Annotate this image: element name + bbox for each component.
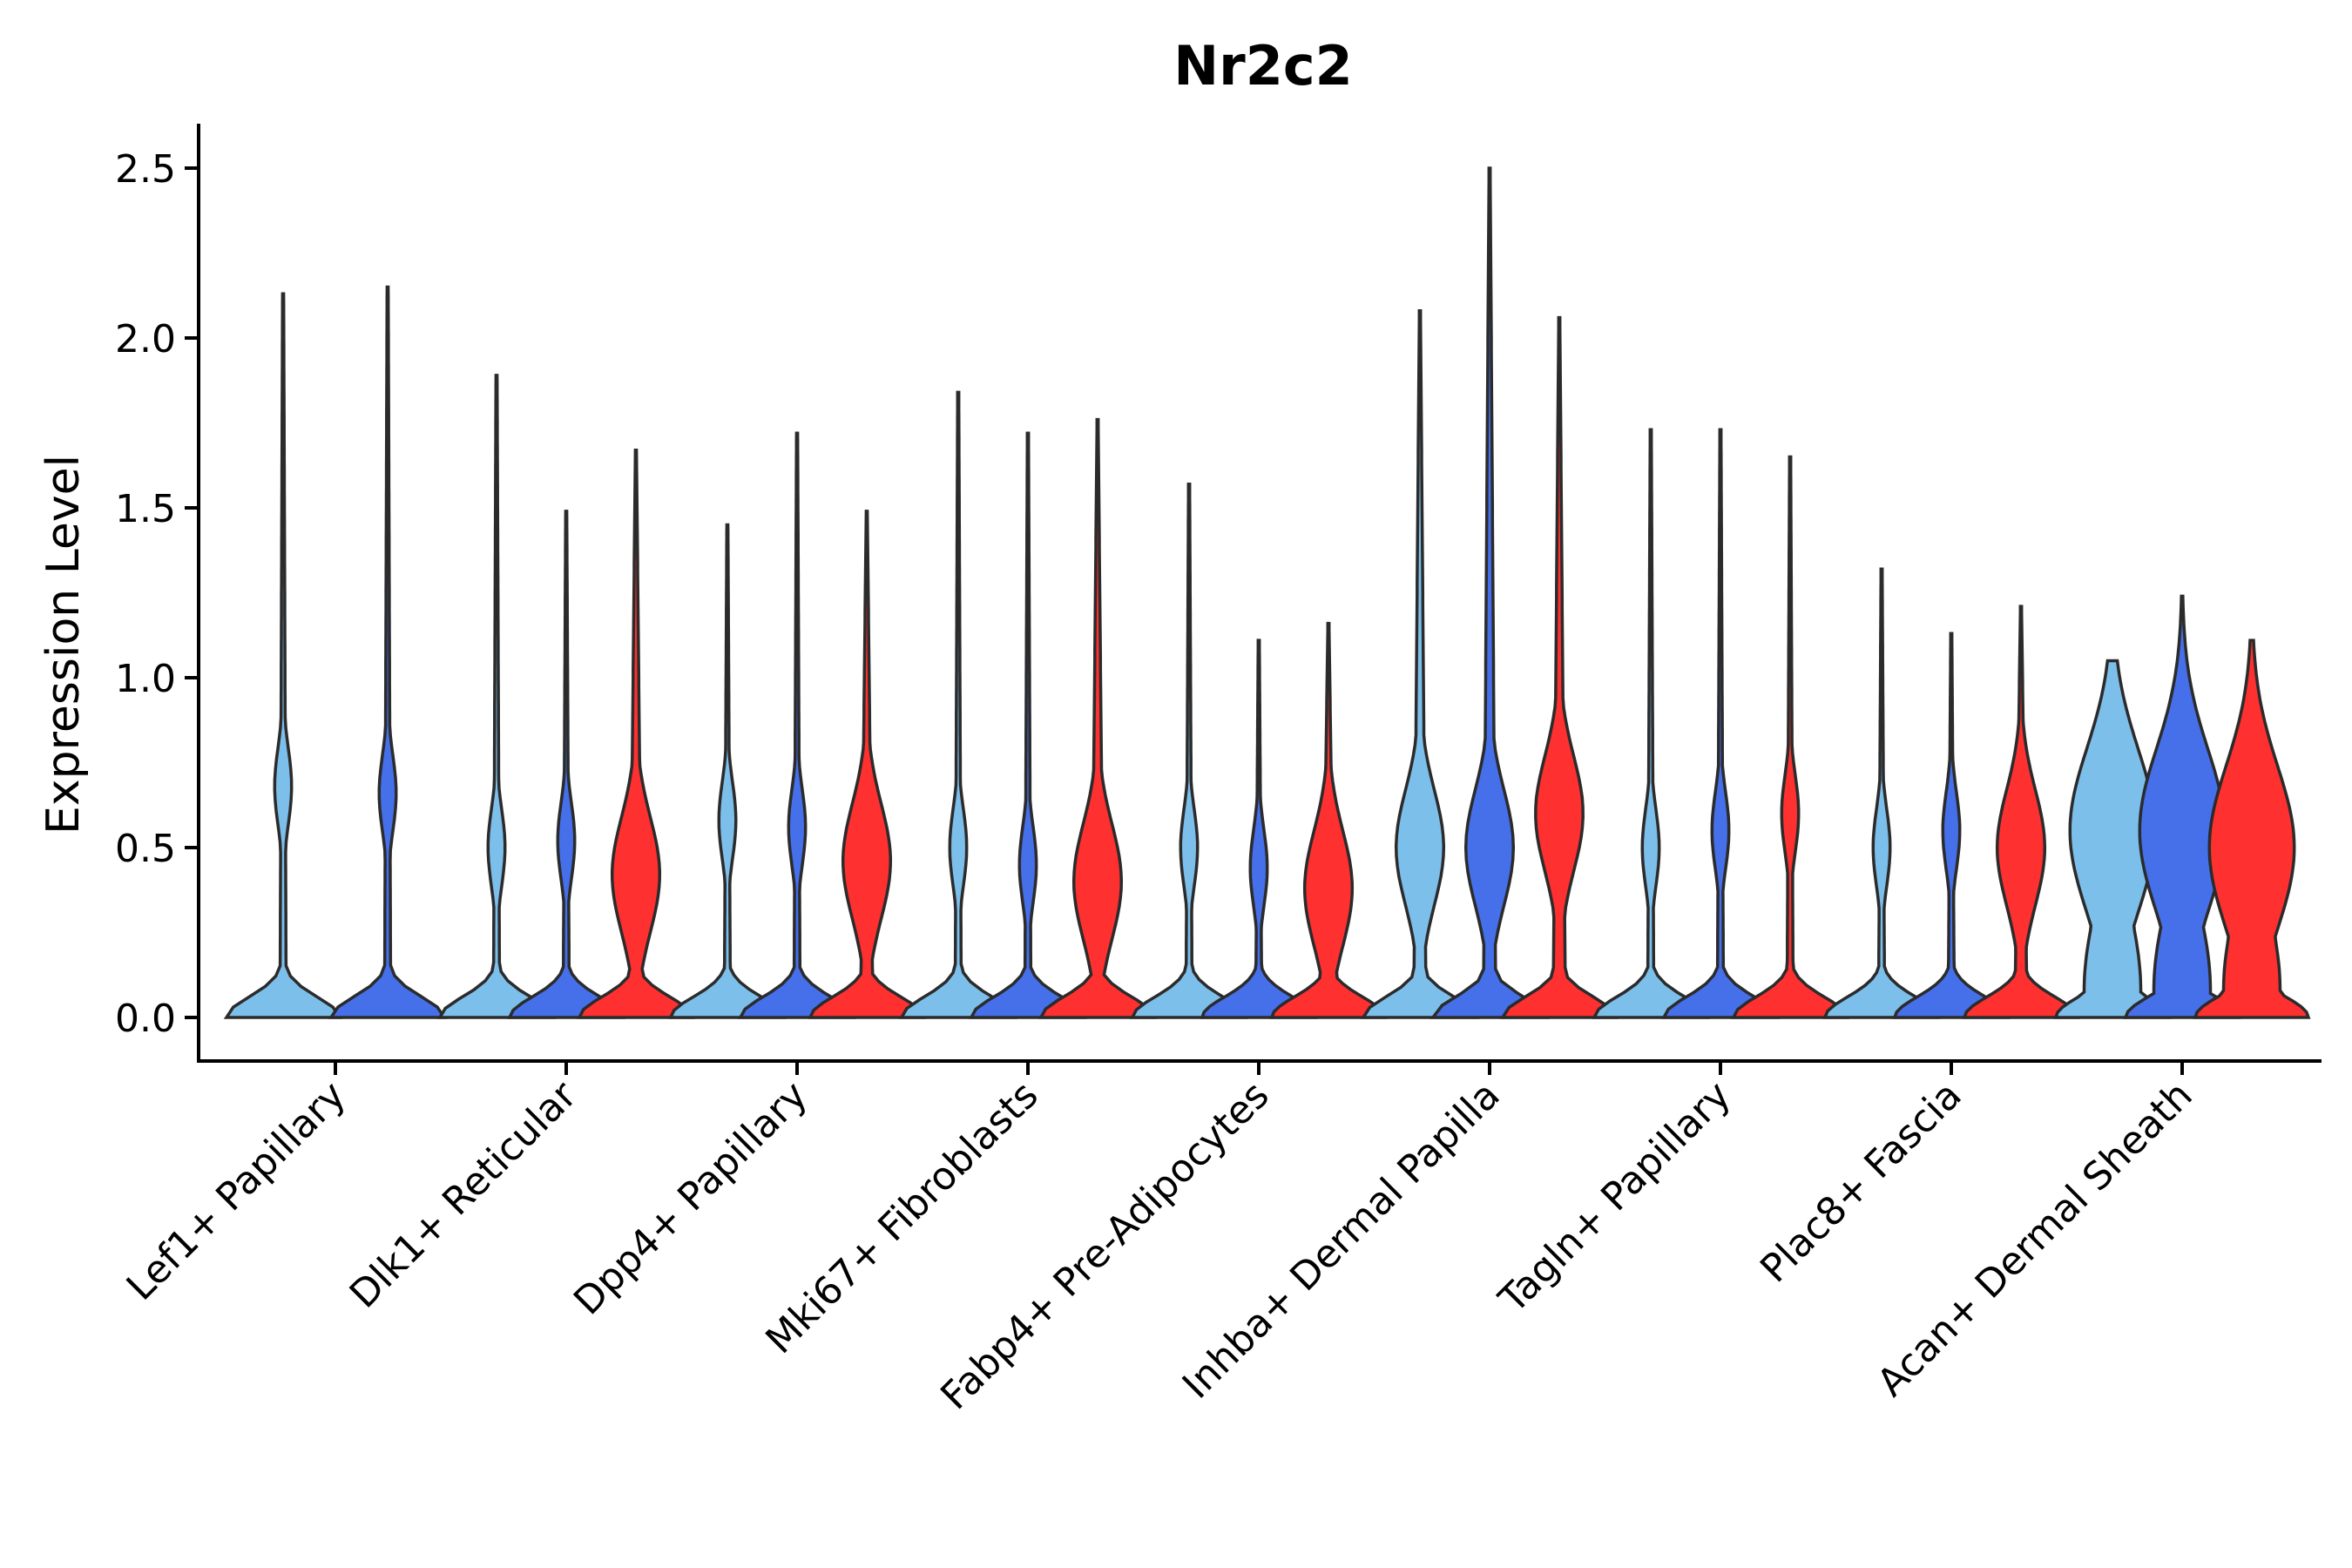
violin-6-1	[1360, 309, 1480, 1019]
y-tick-label: 1.0	[115, 657, 176, 701]
x-tick-label: Tagln+ Papillary	[1490, 1073, 1740, 1322]
violin-7-2	[1661, 428, 1780, 1019]
violin-2-2	[507, 510, 625, 1019]
x-tick-label: Lef1+ Papillary	[118, 1073, 355, 1309]
violin-8-1	[1822, 567, 1941, 1019]
violin-7-1	[1592, 428, 1710, 1019]
violin-2-1	[436, 374, 557, 1019]
violin-8-2	[1892, 632, 2011, 1019]
violin-4-1	[898, 390, 1018, 1019]
x-tick-label: Dpp4+ Papillary	[565, 1073, 816, 1324]
violin-4-2	[969, 431, 1087, 1019]
violin-5-2	[1200, 639, 1318, 1019]
violin-6-2	[1429, 166, 1550, 1019]
y-tick-label: 1.5	[115, 487, 176, 531]
violin-3-2	[738, 431, 856, 1019]
violin-3-1	[668, 523, 787, 1019]
violin-1-1	[223, 292, 343, 1019]
violin-4-3	[1038, 417, 1157, 1019]
chart-title: Nr2c2	[1173, 34, 1353, 98]
violin-7-3	[1731, 455, 1849, 1019]
y-tick-label: 0.0	[115, 997, 176, 1041]
violin-8-3	[1962, 605, 2080, 1019]
y-tick-label: 0.5	[115, 827, 176, 871]
violin-3-3	[808, 510, 926, 1019]
y-ticks: 0.0 0.5 1.0 1.5 2.0 2.5	[115, 147, 199, 1041]
y-tick-label: 2.0	[115, 317, 176, 362]
violin-6-3	[1499, 315, 1619, 1019]
y-axis-label: Expression Level	[37, 455, 90, 835]
violin-9-1	[2053, 659, 2172, 1019]
violin-9-3	[2193, 639, 2311, 1019]
violin-5-1	[1130, 482, 1248, 1019]
y-tick-label: 2.5	[115, 147, 176, 192]
x-tick-label: Plac8+ Fascia	[1752, 1073, 1970, 1292]
violin-5-3	[1269, 621, 1388, 1019]
x-tick-label: Dlk1+ Reticular	[341, 1072, 586, 1317]
violin-1-2	[328, 285, 448, 1019]
violin-layer	[223, 166, 2311, 1019]
violin-2-3	[577, 448, 695, 1019]
